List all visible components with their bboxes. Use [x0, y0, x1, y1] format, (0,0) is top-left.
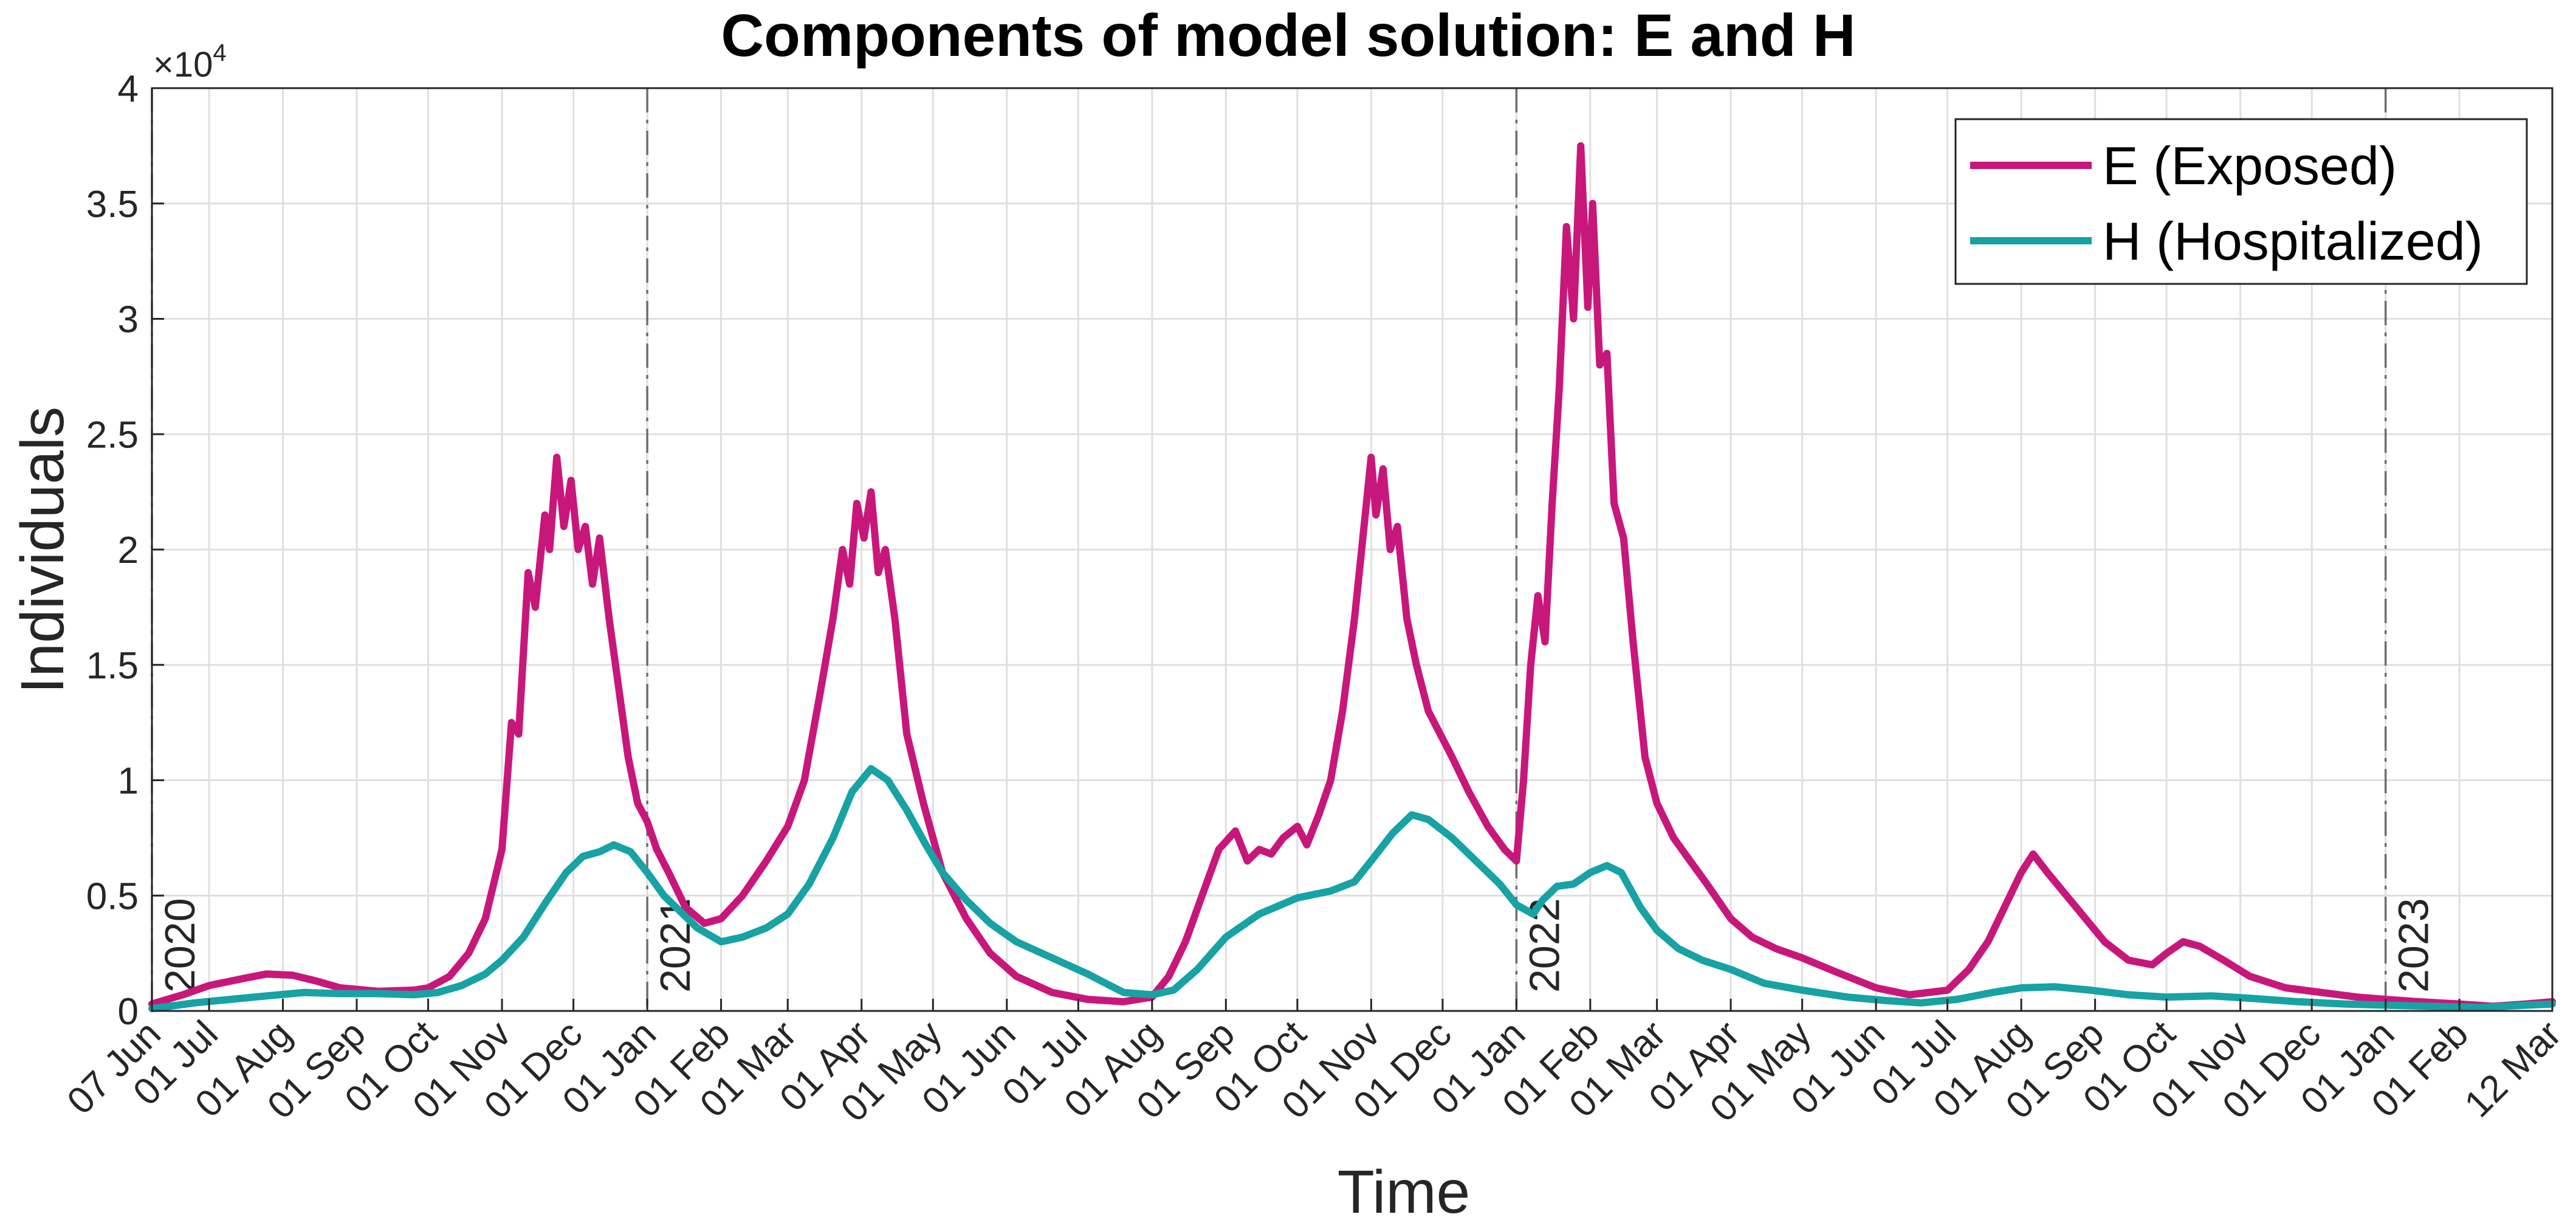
- y-tick-label: 2.5: [86, 414, 139, 456]
- y-tick-label: 0: [118, 991, 139, 1033]
- y-tick-label: 1.5: [86, 645, 139, 687]
- y-tick-label: 0.5: [86, 875, 139, 917]
- y-tick-label: 3.5: [86, 184, 139, 226]
- y-exponent-base: ×10: [153, 45, 213, 84]
- y-tick-label: 1: [118, 760, 139, 802]
- series-line-exposed: [148, 142, 2556, 1010]
- year-marker-label: 2023: [2390, 898, 2437, 993]
- y-tick-label: 3: [118, 299, 139, 341]
- legend-label-exposed: E (Exposed): [2103, 136, 2397, 196]
- year-marker-label: 2020: [156, 898, 204, 993]
- chart-title: Components of model solution: E and H: [721, 2, 1855, 69]
- y-exponent-label: ×104: [153, 40, 227, 84]
- y-exponent-power: 4: [213, 40, 226, 66]
- y-tick-label: 4: [118, 68, 139, 110]
- x-axis-label: Time: [1338, 1158, 1471, 1226]
- series-line-hospitalized: [148, 765, 2556, 1013]
- y-axis-ticks: 0 0.5 1 1.5 2 2.5 3 3.5 4: [86, 68, 164, 1033]
- series-layer: [148, 142, 2556, 1013]
- legend: E (Exposed) H (Hospitalized): [1954, 118, 2528, 285]
- y-axis-label: Individuals: [9, 407, 77, 694]
- y-tick-label: 2: [118, 529, 139, 571]
- legend-box: [1954, 118, 2528, 285]
- legend-label-hospitalized: H (Hospitalized): [2103, 211, 2483, 271]
